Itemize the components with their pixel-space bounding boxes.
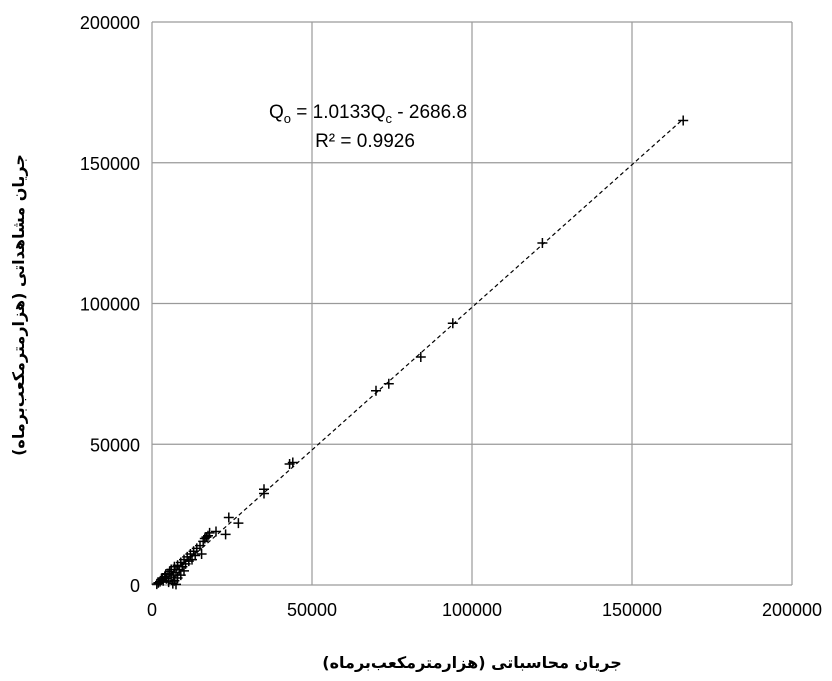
data-point [415, 351, 426, 362]
data-point [678, 115, 689, 126]
data-point [211, 526, 221, 537]
data-points [151, 115, 689, 590]
x-tick-label: 50000 [287, 600, 337, 620]
data-point [383, 378, 394, 389]
x-tick-label: 100000 [442, 600, 502, 620]
y-tick-label: 0 [130, 576, 140, 596]
data-point [287, 457, 298, 468]
r-squared-label: R² = 0.9926 [315, 131, 415, 152]
tick-labels: 0 50000 100000 150000 200000 0 50000 100000 1500… [80, 13, 822, 620]
equation-middle: = 1.0133Q [291, 102, 386, 123]
data-point [163, 577, 174, 588]
equation-prefix: Q [269, 102, 284, 123]
data-point [447, 318, 458, 329]
grid [151, 21, 793, 586]
data-point [371, 385, 381, 396]
data-point [259, 484, 269, 495]
data-point [233, 518, 244, 529]
x-tick-label: 0 [147, 600, 157, 620]
data-point [190, 550, 201, 561]
data-point [223, 512, 234, 523]
x-tick-label: 200000 [762, 600, 822, 620]
data-point [204, 527, 215, 538]
y-tick-label: 200000 [80, 13, 140, 33]
data-point [179, 565, 189, 576]
y-tick-label: 100000 [80, 295, 140, 315]
x-tick-label: 150000 [602, 600, 662, 620]
y-axis-title: جریان مشاهداتی (هزارمترمکعب‌برماه) [9, 154, 28, 456]
regression-equation: Qo = 1.0133Qc - 2686.8 [269, 102, 467, 126]
data-point [196, 549, 207, 560]
y-tick-label: 50000 [90, 435, 140, 455]
equation-suffix: - 2686.8 [392, 102, 467, 123]
data-point [537, 237, 548, 248]
data-point [171, 579, 181, 590]
trendline-group [160, 118, 684, 586]
equation-sub-o: o [284, 111, 291, 126]
data-point [220, 529, 231, 540]
x-axis-title: جریان محاسباتی (هزارمترمکعب‌برماه) [322, 653, 621, 672]
equation-sub-c: c [386, 111, 393, 126]
y-tick-label: 150000 [80, 154, 140, 174]
trendline [160, 118, 684, 586]
